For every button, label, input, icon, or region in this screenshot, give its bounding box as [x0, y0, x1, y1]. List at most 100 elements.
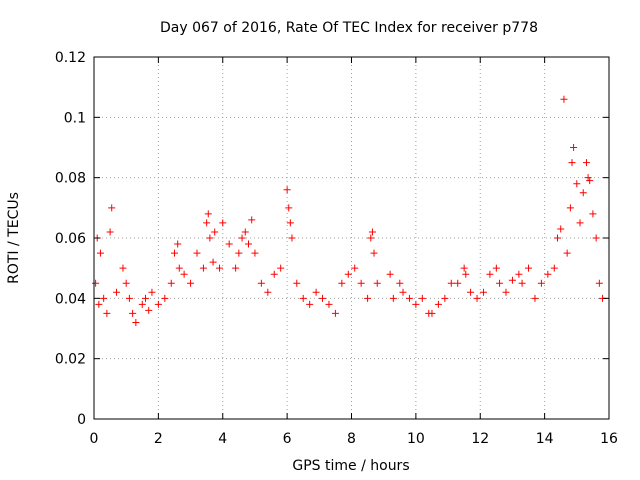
- data-point: [441, 294, 449, 302]
- data-point: [370, 249, 378, 257]
- data-point: [142, 294, 149, 302]
- data-point: [557, 225, 565, 233]
- data-point: [174, 240, 182, 248]
- data-point: [199, 264, 207, 272]
- data-point: [486, 270, 494, 278]
- y-tick-label: 0: [77, 412, 86, 428]
- data-point: [203, 219, 211, 227]
- data-point: [270, 270, 278, 278]
- x-tick-label: 4: [218, 431, 227, 447]
- data-point: [584, 174, 592, 182]
- data-point: [100, 294, 108, 302]
- data-point: [145, 306, 153, 314]
- data-point: [288, 234, 296, 242]
- data-point: [138, 300, 146, 308]
- data-point: [187, 279, 195, 287]
- y-tick-label: 0.08: [55, 171, 86, 187]
- data-point: [467, 288, 475, 296]
- axis-ticks: 0 0.02 0.04 0.06 0.08 0.1 0.12 0 2 4 6 8 10 12 14 16: [55, 50, 618, 447]
- data-point: [108, 204, 116, 212]
- data-point: [132, 318, 140, 326]
- data-point: [306, 300, 314, 308]
- data-point: [180, 270, 188, 278]
- data-point: [338, 279, 346, 287]
- data-point: [460, 264, 468, 272]
- data-point: [286, 219, 294, 227]
- data-point: [95, 300, 103, 308]
- data-point: [479, 288, 487, 296]
- data-point: [204, 210, 212, 218]
- data-point: [473, 294, 481, 302]
- data-point: [357, 279, 365, 287]
- data-point: [586, 177, 594, 185]
- data-point: [367, 234, 375, 242]
- data-point: [518, 279, 526, 287]
- data-point: [525, 264, 533, 272]
- data-point: [560, 95, 568, 103]
- data-point: [373, 279, 381, 287]
- data-point: [119, 264, 127, 272]
- data-point: [325, 300, 333, 308]
- data-point: [219, 219, 227, 227]
- data-point: [447, 279, 455, 287]
- data-point: [389, 294, 397, 302]
- data-point: [537, 279, 545, 287]
- data-point: [434, 300, 442, 308]
- data-point: [550, 264, 558, 272]
- data-point: [245, 240, 252, 248]
- data-point: [161, 294, 169, 302]
- data-point: [175, 264, 183, 272]
- data-point: [232, 264, 240, 272]
- data-point: [92, 279, 100, 287]
- data-point: [206, 234, 214, 242]
- data-point: [103, 309, 111, 317]
- data-point: [257, 279, 265, 287]
- data-point: [283, 186, 291, 194]
- data-point: [573, 180, 581, 188]
- chart-title: Day 067 of 2016, Rate Of TEC Index for r…: [160, 20, 538, 36]
- x-tick-label: 2: [154, 431, 163, 447]
- grid-lines: [94, 57, 609, 419]
- x-tick-label: 14: [536, 431, 554, 447]
- data-point: [399, 288, 407, 296]
- data-point: [592, 234, 600, 242]
- data-point: [570, 144, 578, 151]
- data-point: [211, 228, 219, 236]
- data-point: [251, 249, 259, 257]
- data-point: [193, 249, 201, 257]
- data-point: [589, 210, 597, 218]
- x-tick-label: 12: [471, 431, 489, 447]
- data-point: [515, 270, 523, 278]
- data-point: [331, 309, 339, 317]
- data-point: [148, 288, 156, 296]
- data-point: [241, 228, 249, 236]
- data-point: [554, 234, 561, 242]
- data-point: [319, 294, 327, 302]
- x-tick-label: 8: [347, 431, 356, 447]
- data-point: [568, 159, 576, 167]
- data-point: [364, 294, 372, 302]
- data-point: [531, 294, 539, 302]
- x-tick-label: 10: [407, 431, 425, 447]
- y-tick-label: 0.04: [55, 291, 86, 307]
- x-tick-label: 6: [283, 431, 292, 447]
- data-point: [277, 264, 285, 272]
- scatter-points: [92, 95, 607, 326]
- data-point: [368, 228, 376, 236]
- data-point: [344, 270, 352, 278]
- data-point: [582, 159, 590, 167]
- data-point: [299, 294, 307, 302]
- y-tick-label: 0.12: [55, 50, 86, 66]
- data-point: [264, 288, 272, 296]
- data-point: [293, 279, 301, 287]
- data-point: [216, 264, 224, 272]
- data-point: [405, 294, 413, 302]
- data-point: [576, 219, 584, 227]
- data-point: [462, 270, 470, 278]
- data-point: [154, 300, 162, 308]
- x-tick-label: 0: [90, 431, 99, 447]
- data-point: [508, 276, 516, 284]
- data-point: [579, 189, 587, 197]
- data-point: [170, 249, 178, 257]
- data-point: [544, 270, 552, 278]
